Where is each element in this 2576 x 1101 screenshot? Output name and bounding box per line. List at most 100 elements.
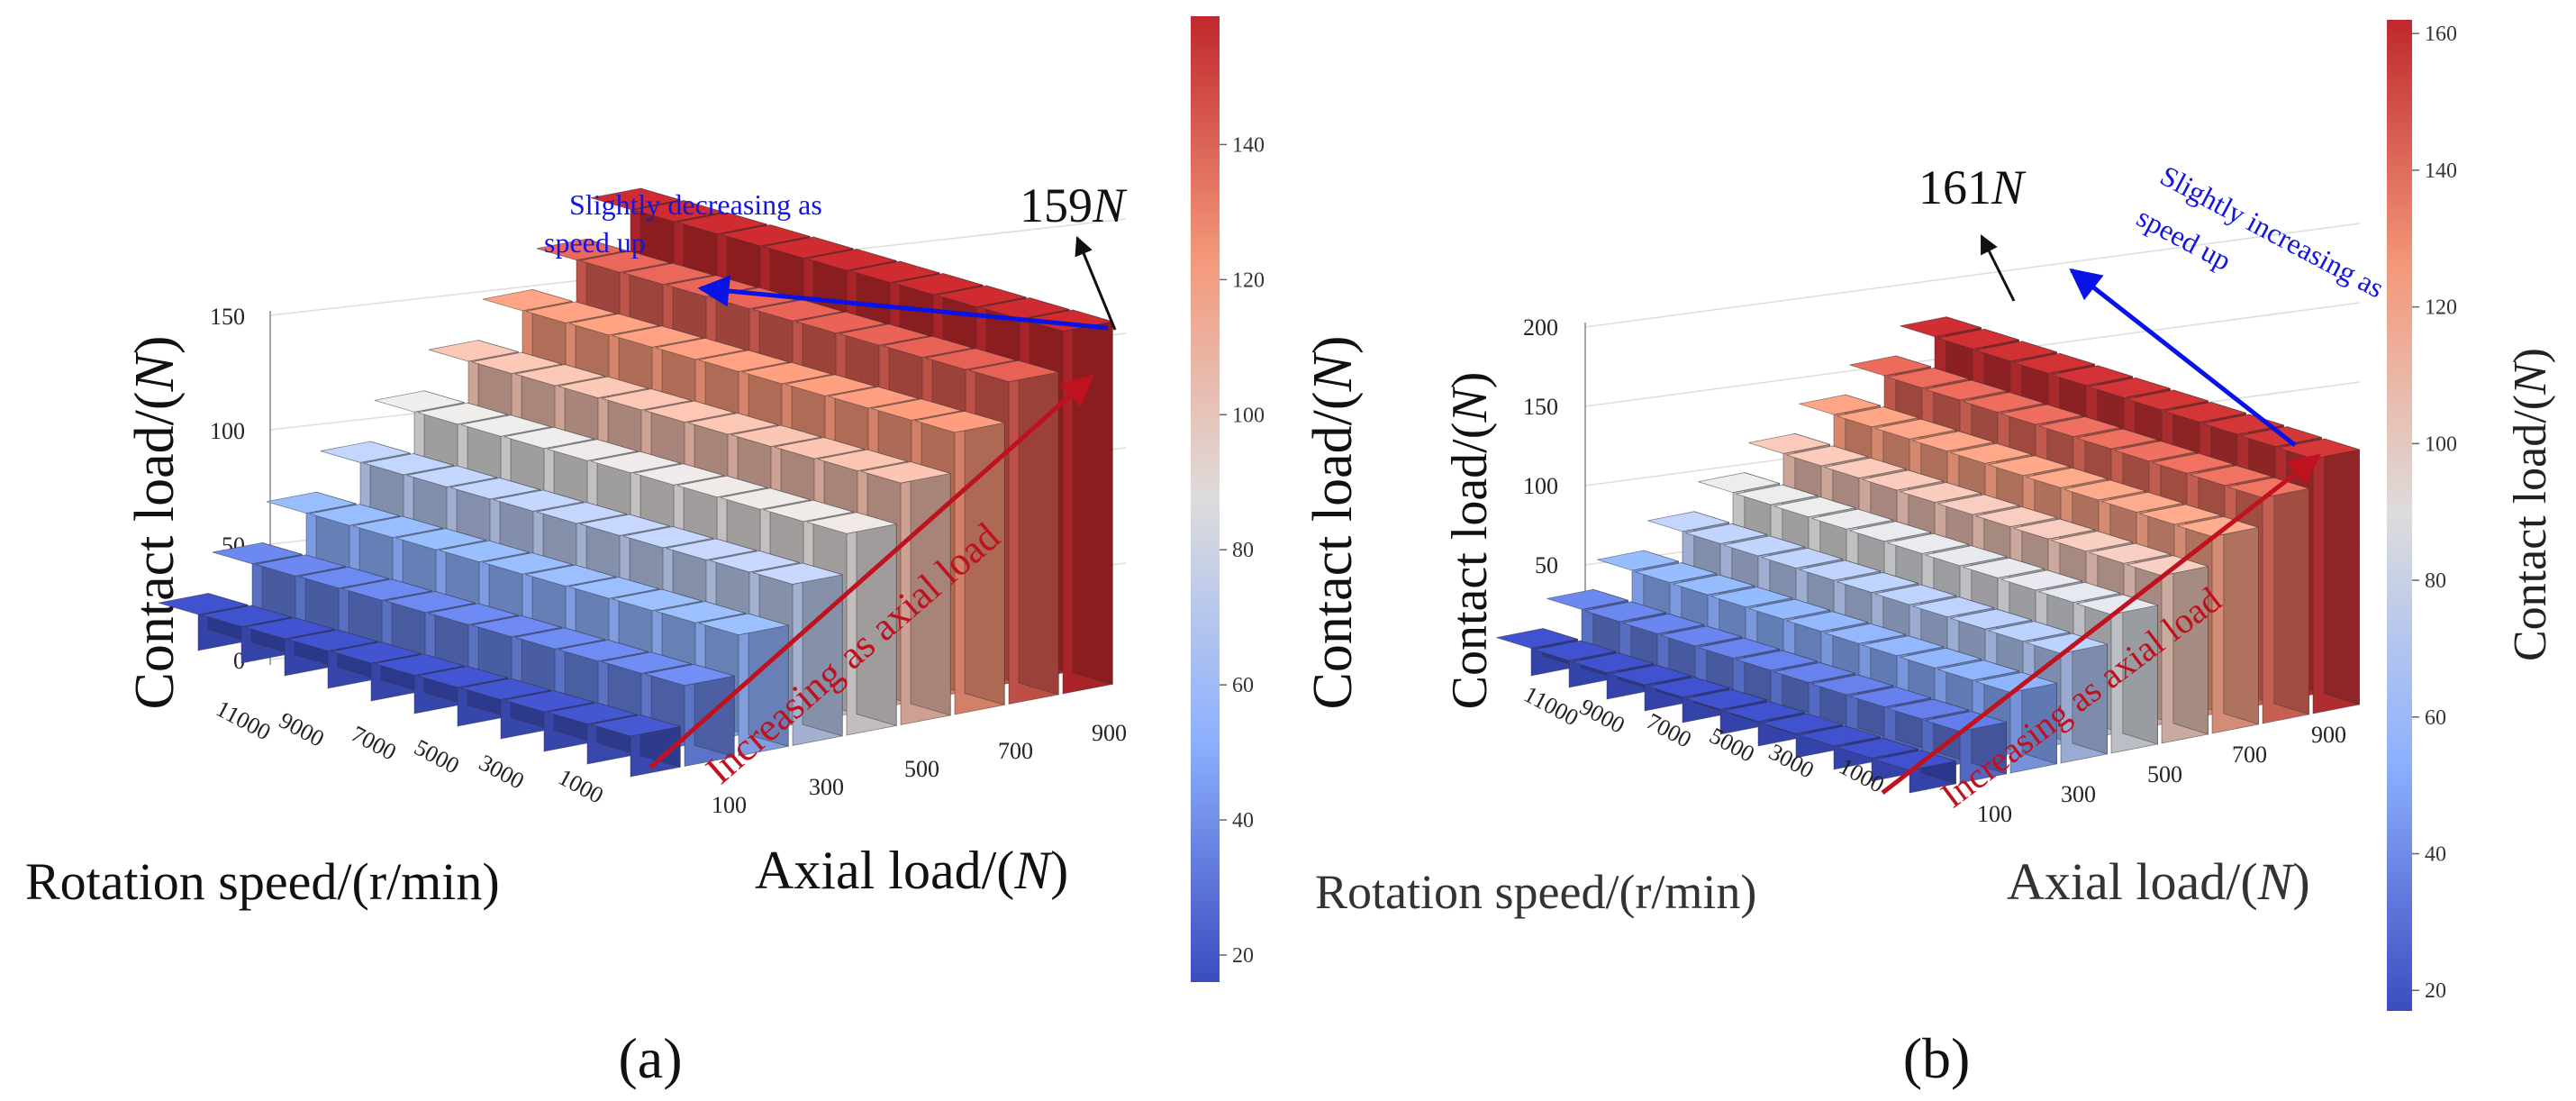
bar-top-face: [1736, 484, 1818, 505]
bar-side-face: [2223, 515, 2259, 725]
bar-top-face: [936, 285, 1027, 307]
bar-top-face: [1988, 455, 2070, 477]
panel-a-z-axis: 0 50 100 150: [210, 304, 271, 674]
bar-top-face: [590, 714, 681, 737]
bar-top-face: [590, 450, 681, 474]
panel-a-max-arrow: [1075, 236, 1117, 331]
panel-a-speed-tick: 5000: [410, 734, 464, 779]
panel-b-colorbar-ticks: 20 40 60 80 100 120 140 160: [2412, 23, 2457, 1003]
bar-top-face: [320, 441, 411, 463]
bar-3d: [2076, 594, 2158, 754]
bar-top-face: [752, 562, 843, 585]
bar-top-face: [374, 390, 465, 413]
bar-top-face: [1874, 750, 1956, 771]
bar-top-face: [1698, 472, 1780, 494]
panel-a-blue-note-line2: speed up: [544, 226, 646, 259]
bar-top-face: [1824, 623, 1906, 644]
colorbar-tick-label: 140: [1232, 133, 1265, 157]
bar-top-face: [806, 249, 897, 271]
panel-a-axial-tick: 900: [1092, 720, 1127, 746]
bar-top-face: [774, 437, 865, 460]
bar-top-face: [439, 540, 530, 563]
bar-top-face: [655, 601, 746, 623]
bar-top-face: [2076, 594, 2158, 615]
bar-top-face: [2152, 452, 2234, 474]
bar-top-face: [914, 411, 1005, 433]
bar-top-face: [687, 413, 778, 435]
bar-top-face: [1887, 368, 1969, 388]
bar-top-face: [579, 514, 670, 536]
panel-a-axial-ticks: 100 300 500 700 900: [712, 720, 1127, 818]
bar-3d: [1925, 711, 2007, 784]
bar-top-face: [1975, 671, 2057, 693]
bar-top-face: [1547, 588, 1628, 610]
bar-top-face: [1900, 647, 1982, 669]
panel-a-speed-tick: 7000: [347, 721, 401, 766]
bar-top-face: [1685, 688, 1767, 710]
bar-top-face: [514, 364, 605, 387]
bar-top-face: [1849, 687, 1931, 708]
bar-top-face: [1748, 598, 1830, 620]
bar-3d: [2278, 438, 2360, 714]
panel-a-caption: (a): [618, 1026, 682, 1090]
bar-top-face: [882, 335, 973, 359]
bar-top-face: [471, 351, 562, 374]
bar-top-face: [849, 260, 940, 283]
bar-top-face: [871, 398, 962, 421]
bar-top-face: [2038, 416, 2120, 438]
bar-top-face: [1799, 560, 1881, 581]
bar-top-face: [536, 502, 627, 524]
bar-top-face: [568, 577, 659, 599]
bar-top-face: [2013, 518, 2095, 540]
bar-top-face: [341, 578, 432, 601]
panel-b-max-arrow: [1980, 234, 2016, 302]
bar-top-face: [979, 297, 1070, 320]
bar-top-face: [730, 424, 821, 447]
bar-top-face: [741, 362, 832, 385]
bar-top-face: [1698, 637, 1780, 659]
bar-top-face: [655, 338, 746, 360]
bar-top-face: [612, 588, 703, 612]
bar-top-face: [2000, 569, 2082, 591]
panel-b-max-label: 161N: [1918, 160, 2027, 214]
bar-top-face: [536, 238, 627, 261]
bar-top-face: [709, 550, 800, 573]
bar-top-face: [558, 376, 649, 398]
panel-b-z-tick: 50: [1535, 552, 1558, 578]
bar-top-face: [1773, 662, 1855, 683]
bar-top-face: [785, 374, 875, 396]
bar-top-face: [417, 666, 508, 688]
panel-a-axial-tick: 700: [998, 738, 1033, 764]
panel-b-speed-label: Rotation speed/(r/min): [1315, 865, 1756, 919]
bar-top-face: [676, 475, 767, 498]
bar-top-face: [1811, 674, 1893, 696]
panel-b-axial-tick: 900: [2311, 722, 2346, 748]
bar-top-face: [1975, 341, 2057, 362]
bar-top-face: [406, 465, 497, 487]
bar-top-face: [2064, 479, 2145, 501]
bar-top-face: [1736, 650, 1818, 671]
bar-top-face: [1647, 677, 1729, 698]
panel-a-z-tick: 100: [210, 418, 245, 444]
bar-top-face: [1799, 394, 1881, 415]
panel-a-colorbar-bar: [1191, 16, 1220, 982]
bar-top-face: [255, 554, 346, 577]
bar-top-face: [374, 653, 465, 676]
bar-top-face: [1912, 596, 1994, 618]
bar-top-face: [1647, 511, 1729, 532]
bar-top-face: [1925, 379, 2007, 401]
bar-top-face: [1988, 621, 2070, 642]
bar-3d: [806, 512, 897, 736]
bar-top-face: [1610, 664, 1692, 686]
bar-top-face: [1950, 608, 2032, 630]
bar-top-face: [666, 538, 757, 560]
colorbar-tick-label: 120: [2425, 296, 2457, 320]
bar-top-face: [763, 236, 854, 259]
colorbar-tick-label: 40: [1232, 809, 1254, 833]
bar-top-face: [309, 504, 400, 526]
bar-top-face: [1874, 418, 1956, 440]
bar-top-face: [763, 499, 854, 523]
bar-top-face: [1887, 698, 1969, 720]
bar-top-face: [1925, 711, 2007, 732]
